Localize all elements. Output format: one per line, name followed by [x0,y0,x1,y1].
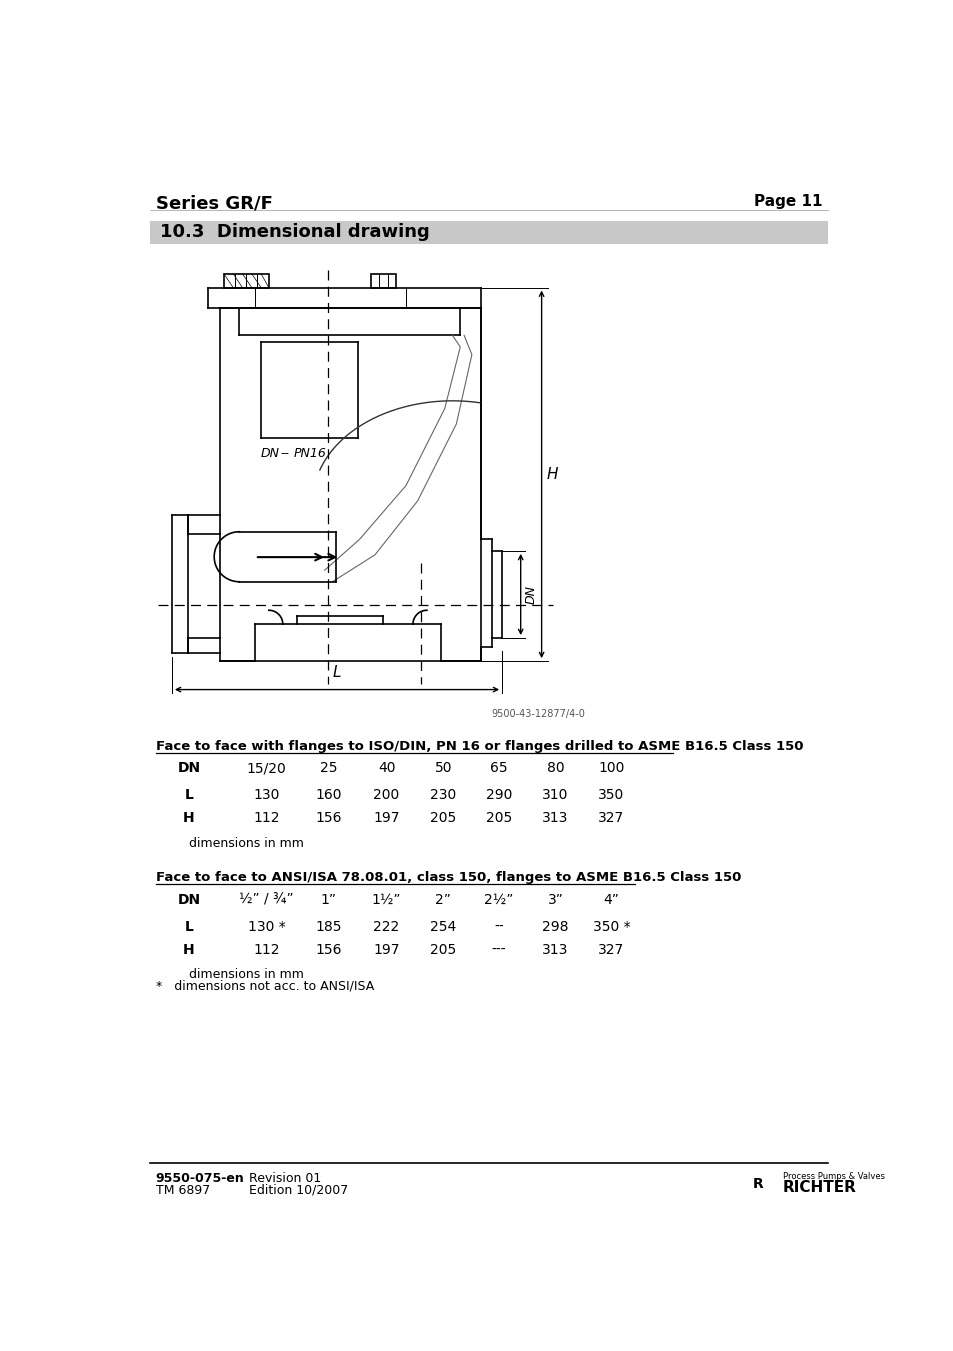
Text: H: H [183,943,194,957]
Text: DN: DN [261,447,280,461]
Text: 9550-075-en: 9550-075-en [155,1173,244,1185]
Text: Face to face to ANSI/ISA 78.08.01, class 150, flanges to ASME B16.5 Class 150: Face to face to ANSI/ISA 78.08.01, class… [155,871,740,885]
Text: L: L [333,665,341,681]
Text: 327: 327 [598,811,624,825]
Text: 25: 25 [319,761,337,775]
Text: 112: 112 [253,943,279,957]
Text: PN16: PN16 [294,447,326,461]
Bar [371,274,395,288]
Text: 298: 298 [541,920,568,934]
Text: TM 6897: TM 6897 [155,1183,210,1197]
Text: Revision 01: Revision 01 [249,1173,321,1185]
Text: Edition 10/2007: Edition 10/2007 [249,1183,349,1197]
Text: 9500-43-12877/4-0: 9500-43-12877/4-0 [491,709,584,719]
Circle shape [744,1167,779,1201]
Text: 310: 310 [542,788,568,802]
Text: 1”: 1” [320,893,336,907]
Text: Face to face with flanges to ISO/DIN, PN 16 or flanges drilled to ASME B16.5 Cla: Face to face with flanges to ISO/DIN, PN… [155,739,802,753]
Text: Page 11: Page 11 [753,195,821,209]
Text: 313: 313 [542,943,568,957]
Text: *   dimensions not acc. to ANSI/ISA: * dimensions not acc. to ANSI/ISA [155,979,374,992]
Text: 327: 327 [598,943,624,957]
Text: 50: 50 [434,761,452,775]
Text: 313: 313 [542,811,568,825]
Text: 10.3  Dimensional drawing: 10.3 Dimensional drawing [159,223,429,242]
Text: 65: 65 [490,761,507,775]
Text: 350 *: 350 * [592,920,630,934]
Text: DN: DN [177,893,200,907]
Text: 205: 205 [430,943,456,957]
Text: 350: 350 [598,788,624,802]
Text: --: -- [494,920,503,934]
Text: 290: 290 [485,788,512,802]
Text: 156: 156 [314,811,341,825]
Text: 80: 80 [546,761,564,775]
Text: Process Pumps & Valves: Process Pumps & Valves [781,1173,883,1182]
Bar [224,274,269,288]
Text: --: -- [280,447,289,461]
Text: 222: 222 [374,920,399,934]
Text: 15/20: 15/20 [247,761,286,775]
Text: 4”: 4” [603,893,618,907]
Text: 3”: 3” [547,893,563,907]
Text: 2½”: 2½” [484,893,513,907]
Text: 200: 200 [374,788,399,802]
Text: dimensions in mm: dimensions in mm [189,969,304,981]
Text: DN: DN [177,761,200,775]
Circle shape [748,1174,768,1194]
Text: H: H [183,811,194,825]
Text: 156: 156 [314,943,341,957]
Bar [150,220,827,243]
Text: ½” / ¾”: ½” / ¾” [239,893,294,907]
Text: Series GR/F: Series GR/F [155,195,273,212]
Text: 40: 40 [377,761,395,775]
Text: H: H [546,467,558,482]
Text: 1½”: 1½” [372,893,401,907]
Text: L: L [184,920,193,934]
Text: ---: --- [491,943,506,957]
Text: 205: 205 [485,811,512,825]
Text: 254: 254 [430,920,456,934]
Text: RICHTER: RICHTER [781,1181,856,1196]
Text: L: L [184,788,193,802]
Text: DN: DN [524,585,537,604]
Text: 197: 197 [373,811,399,825]
Text: dimensions in mm: dimensions in mm [189,836,304,850]
Text: 185: 185 [314,920,341,934]
Text: 2”: 2” [435,893,451,907]
Text: R: R [753,1177,763,1192]
Text: 112: 112 [253,811,279,825]
Text: 205: 205 [430,811,456,825]
Text: 130: 130 [253,788,279,802]
Text: 130 *: 130 * [248,920,285,934]
Text: 160: 160 [314,788,341,802]
Text: 100: 100 [598,761,624,775]
Text: 230: 230 [430,788,456,802]
Text: 197: 197 [373,943,399,957]
